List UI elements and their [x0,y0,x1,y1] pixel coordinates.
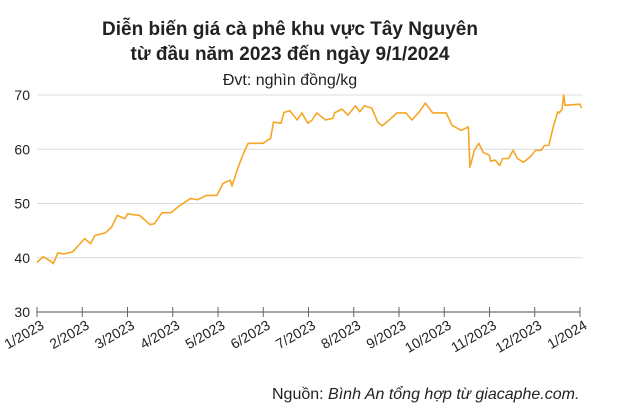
x-tick-label: 11/2023 [448,317,499,356]
chart-subtitle: từ đầu năm 2023 đến ngày 9/1/2024 [130,44,450,65]
x-tick-label: 1/2024 [544,317,589,352]
x-tick-label: 1/2023 [1,317,46,352]
x-tick-label: 8/2023 [318,317,363,352]
price-line [36,94,583,265]
x-tick-label: 4/2023 [137,317,182,352]
y-tick-label: 60 [14,141,30,157]
y-tick-label: 50 [14,196,30,212]
x-tick-label: 9/2023 [363,317,408,352]
x-tick-label: 5/2023 [182,317,227,352]
x-tick-label: 10/2023 [402,317,454,356]
x-tick-label: 6/2023 [228,317,273,352]
x-tick-label: 2/2023 [47,317,92,352]
x-tick-label: 3/2023 [92,317,137,352]
source-note: Nguồn: Bình An tổng hợp từ giacaphe.com. [272,386,579,404]
x-tick-label: 7/2023 [273,317,318,352]
x-tick-label: 12/2023 [492,317,544,356]
y-tick-label: 30 [14,304,30,320]
y-tick-label: 40 [14,250,30,266]
y-tick-label: 70 [14,87,30,103]
unit-label: Đvt: nghìn đồng/kg [190,72,390,90]
source-prefix: Nguồn: [272,386,329,403]
chart-title: Diễn biến giá cà phê khu vực Tây Nguyên [102,19,478,40]
source-text: Bình An tổng hợp từ giacaphe.com. [328,386,580,403]
